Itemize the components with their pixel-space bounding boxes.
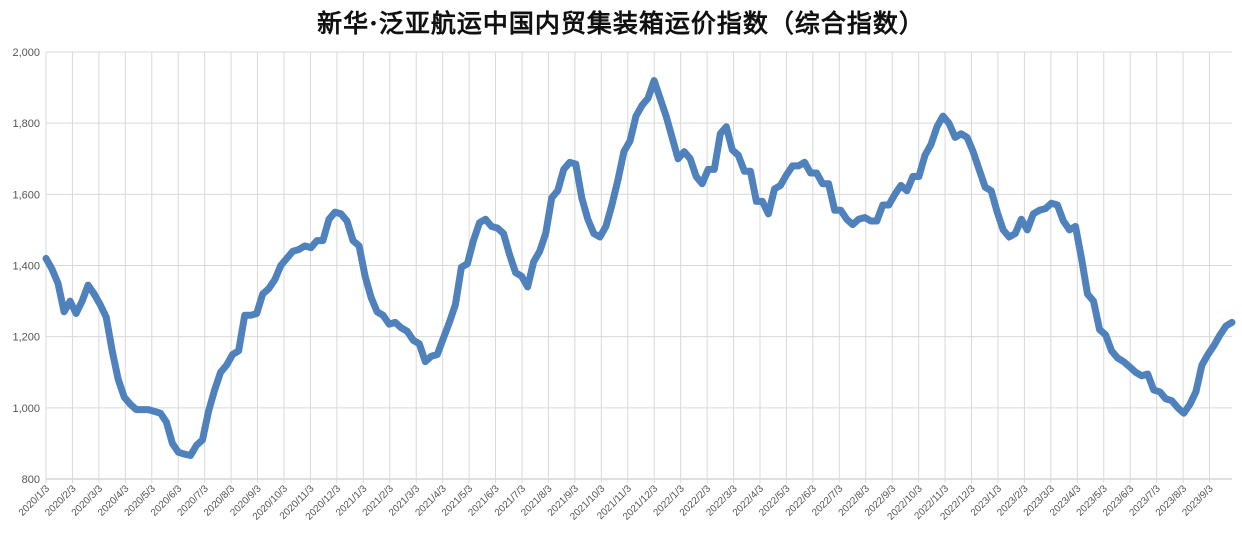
y-tick-label: 2,000 — [12, 47, 40, 59]
x-axis: 2020/1/32020/2/32020/3/32020/4/32020/5/3… — [17, 483, 1216, 523]
y-tick-label: 1,400 — [12, 261, 40, 273]
series-line — [42, 77, 1236, 459]
y-tick-label: 1,000 — [12, 403, 40, 415]
y-tick-label: 800 — [22, 474, 40, 486]
y-tick-label: 1,600 — [12, 189, 40, 201]
chart-title: 新华·泛亚航运中国内贸集装箱运价指数（综合指数） — [317, 9, 925, 38]
y-axis: 800 1,000 1,200 1,400 1,600 1,800 2,000 — [12, 47, 40, 486]
y-tick-label: 1,200 — [12, 332, 40, 344]
series-layer — [42, 77, 1236, 459]
y-tick-label: 1,800 — [12, 118, 40, 130]
